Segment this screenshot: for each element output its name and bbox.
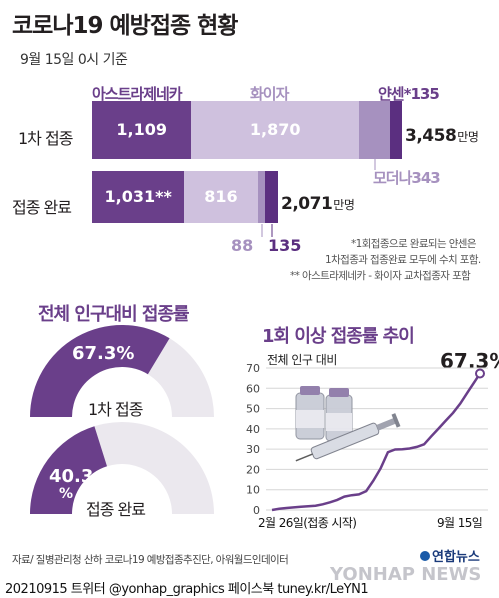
janssen-completed-value: 135 — [268, 236, 302, 255]
gauge-first-dose-value: 67.3% — [72, 343, 135, 364]
gauge-completed-value: 40.3 — [49, 466, 94, 487]
yonhap-watermark: YONHAP NEWS — [330, 564, 482, 585]
bar-segment-moderna — [359, 101, 390, 159]
gauge-first-dose-fill — [30, 325, 170, 417]
bar-segment-label-pfizer: 1,870 — [249, 120, 301, 139]
pfizer-label: 화이자 — [250, 85, 289, 103]
gauge-completed-fill — [30, 426, 107, 514]
line-chart: 0 10 20 30 40 50 60 70 — [246, 362, 488, 517]
total-first-dose: 3,458만명 — [405, 126, 479, 146]
note-1: *1회접종으로 완료되는 얀센은 — [351, 238, 477, 250]
line-chart-yticks: 0 10 20 30 40 50 60 70 — [246, 362, 260, 517]
bar-segment-janssen — [265, 171, 278, 223]
line-chart-x-start: 2월 26일(접종 시작) — [258, 516, 357, 530]
line-chart-x-end: 9월 15일 — [437, 516, 483, 530]
line-chart-end-value: 67.3% — [440, 349, 499, 373]
source-text: 자료/ 질병관리청 산하 코로나19 예방접종추진단, 아워월드인데이터 — [12, 554, 289, 566]
moderna-completed-value: 88 — [231, 236, 254, 255]
ytick-label: 70 — [246, 362, 260, 375]
gauge-completed-percent: % — [59, 486, 74, 502]
janssen-label: 얀센*135 — [378, 85, 440, 103]
line-chart-title: 1회 이상 접종률 추이 — [262, 326, 415, 347]
footer-text: 20210915 트위터 @yonhap_graphics 페이스북 tuney… — [5, 582, 369, 597]
bar-segment-label-astrazeneca: 1,109 — [116, 120, 167, 139]
bar-segment-janssen — [389, 101, 402, 159]
gauge-completed-label: 접종 완료 — [86, 500, 146, 519]
astrazeneca-label: 아스트라제네카 — [92, 85, 183, 103]
bar-segment-pfizer — [184, 171, 258, 223]
ytick-label: 40 — [246, 423, 260, 436]
yonhap-logo-icon — [420, 551, 430, 561]
yonhap-logo: 연합뉴스 — [420, 546, 480, 565]
note-2: 1차접종과 접종완료 모두에 수치 포함. — [325, 254, 481, 266]
gauges-title: 전체 인구대비 접종률 — [38, 304, 190, 325]
gauges-svg — [30, 325, 214, 514]
vaccine-illustration-icon — [295, 386, 401, 462]
total-completed: 2,071만명 — [281, 194, 355, 214]
ytick-label: 0 — [253, 504, 260, 517]
bar-segment-moderna — [257, 171, 266, 223]
bar-segment-label-pfizer: 816 — [204, 187, 238, 206]
row-label-first-dose: 1차 접종 — [18, 129, 73, 148]
note-3: ** 아스트라제네카 - 화이자 교차접종자 포함 — [290, 270, 471, 282]
bar-segment-astrazeneca — [92, 101, 192, 159]
moderna-label: 모더나343 — [373, 169, 441, 187]
ytick-label: 50 — [246, 403, 260, 416]
page-title: 코로나19 예방접종 현황 — [12, 13, 238, 39]
gauge-first-dose-label: 1차 접종 — [88, 400, 143, 419]
row-label-completed: 접종 완료 — [12, 198, 72, 217]
bar-segment-pfizer — [191, 101, 360, 159]
line-chart-end-point — [475, 368, 485, 379]
date-subtitle: 9월 15일 0시 기준 — [20, 52, 128, 68]
line-chart-series — [271, 372, 482, 512]
bar-segment-astrazeneca — [92, 171, 185, 223]
bar-segment-label-astrazeneca: 1,031** — [104, 187, 172, 206]
ytick-label: 20 — [246, 463, 260, 476]
ytick-label: 10 — [246, 484, 260, 497]
line-chart-ylabel: 전체 인구 대비 — [267, 353, 337, 367]
ytick-label: 30 — [246, 443, 260, 456]
ytick-label: 60 — [246, 382, 260, 395]
